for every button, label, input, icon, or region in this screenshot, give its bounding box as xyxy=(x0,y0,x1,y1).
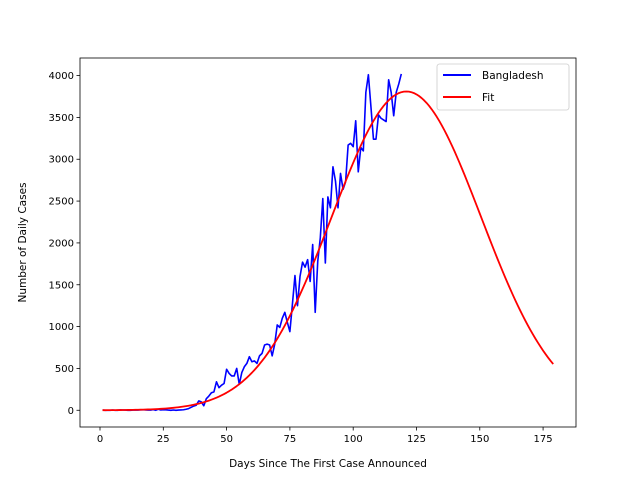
y-tick-label: 0 xyxy=(68,406,74,417)
x-axis-label: Days Since The First Case Announced xyxy=(229,458,427,470)
y-tick-label: 1000 xyxy=(49,322,74,333)
y-tick-label: 500 xyxy=(55,364,74,375)
x-tick-label: 125 xyxy=(407,434,426,445)
x-tick-label: 175 xyxy=(534,434,553,445)
y-tick-label: 3500 xyxy=(49,113,74,124)
y-tick-label: 1500 xyxy=(49,280,74,291)
x-tick-label: 100 xyxy=(344,434,363,445)
x-tick-label: 25 xyxy=(157,434,170,445)
y-tick-label: 2500 xyxy=(49,197,74,208)
x-tick-label: 75 xyxy=(284,434,297,445)
legend-label-fit: Fit xyxy=(482,92,494,104)
y-axis-label: Number of Daily Cases xyxy=(17,182,29,302)
legend: Bangladesh Fit xyxy=(436,63,570,111)
y-tick-label: 3000 xyxy=(49,155,74,166)
x-tick-label: 150 xyxy=(470,434,489,445)
plot-area xyxy=(102,73,554,412)
y-tick-label: 2000 xyxy=(49,238,74,249)
legend-label-bangladesh: Bangladesh xyxy=(482,70,544,82)
x-tick-label: 0 xyxy=(97,434,103,445)
axes-frame xyxy=(79,57,577,428)
axis-ticks: 0 25 50 75 100 125 150 175 0 500 1000 1500 2000 2500 3… xyxy=(49,71,553,445)
series-line-fit xyxy=(102,90,554,412)
x-tick-label: 50 xyxy=(220,434,233,445)
y-tick-label: 4000 xyxy=(49,71,74,82)
